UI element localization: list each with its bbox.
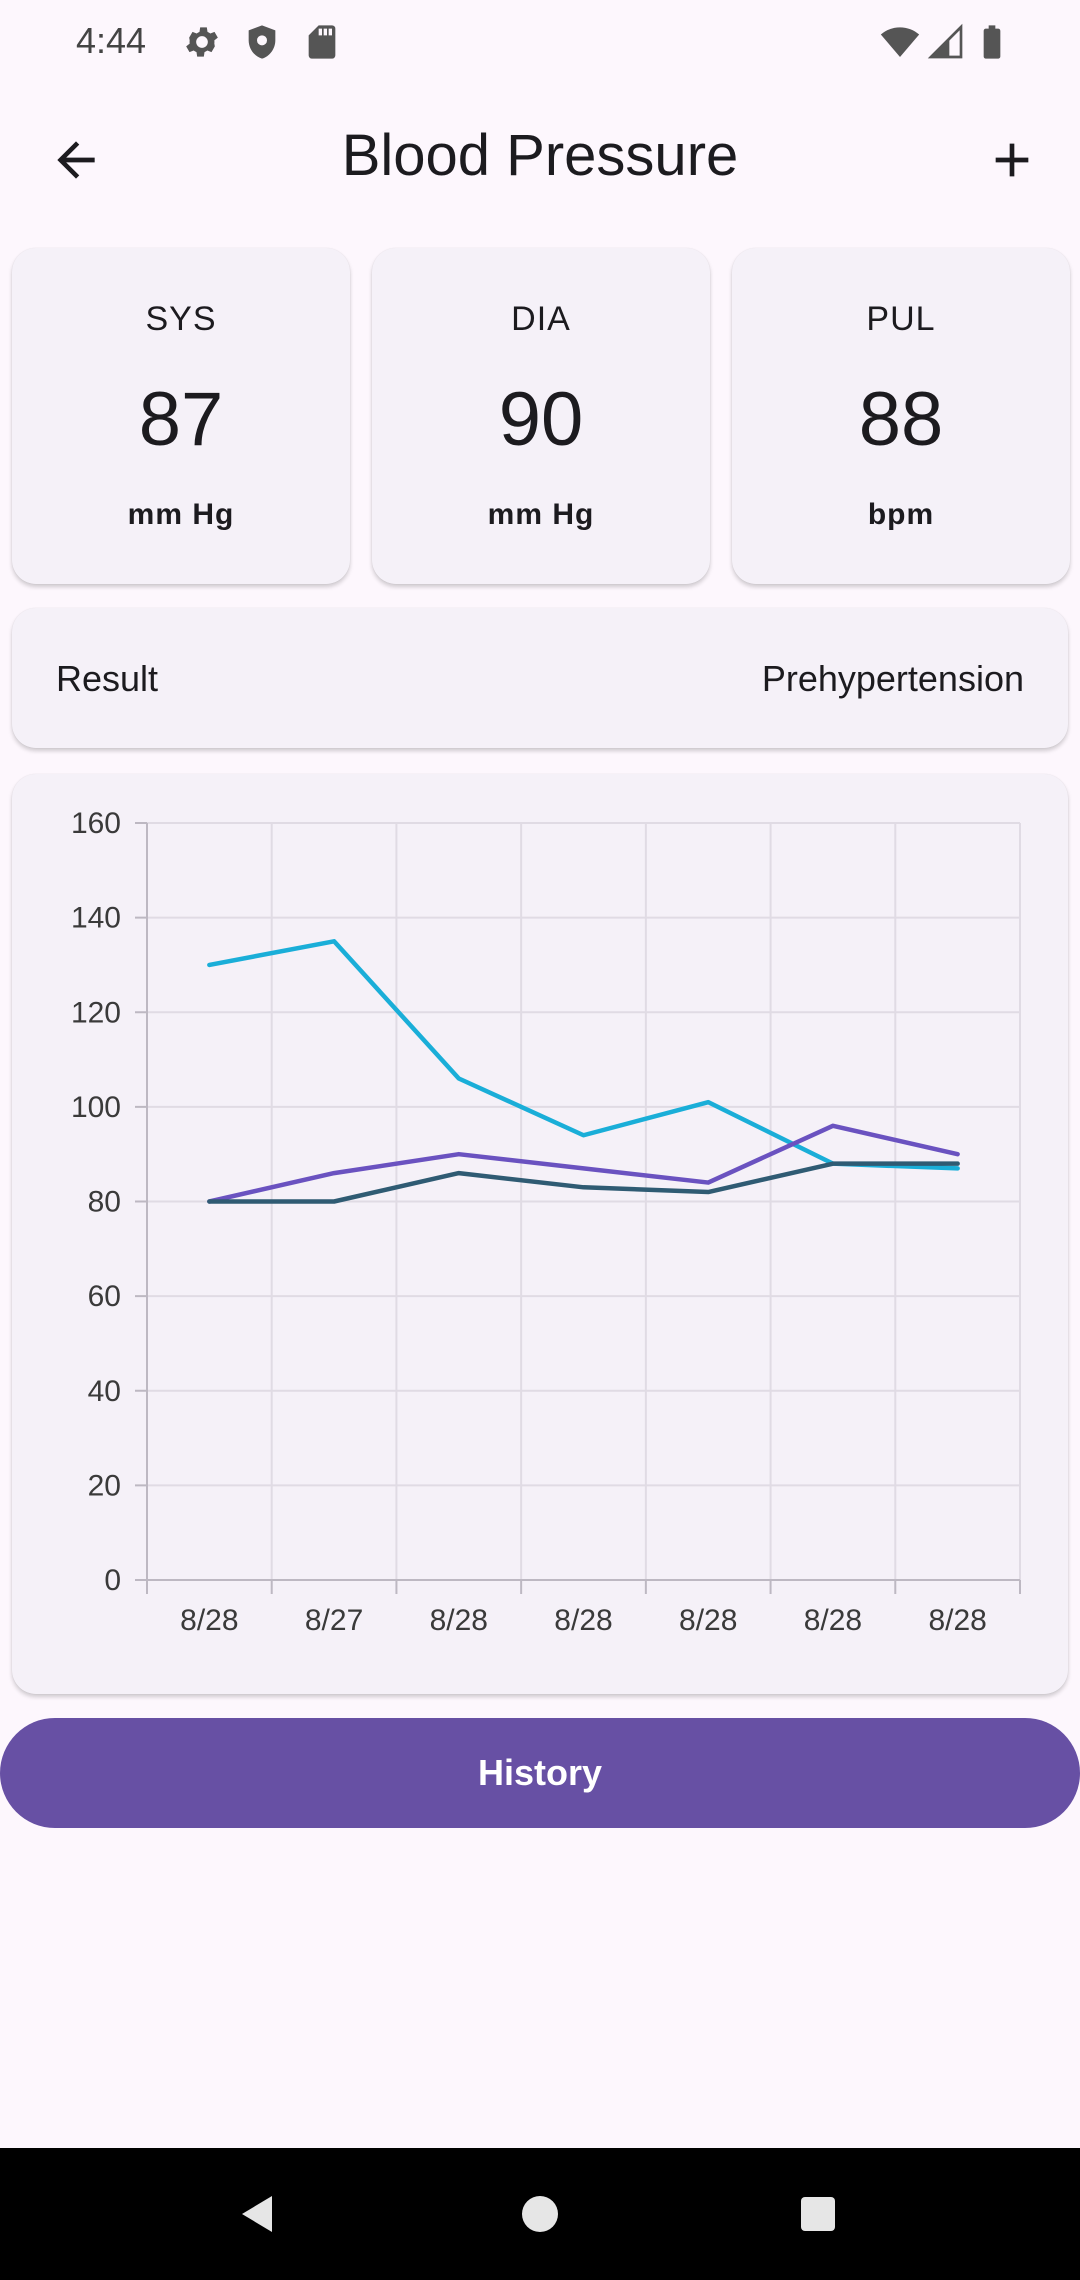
x-tick-label: 8/28 bbox=[679, 1604, 737, 1637]
x-tick-label: 8/28 bbox=[180, 1604, 238, 1637]
chart-card: 0 20 40 60 80 100 120 140 160 8/28 8/27 8/28 8/28 8/2… bbox=[12, 774, 1068, 1694]
arrow-back-icon bbox=[57, 141, 95, 179]
wifi-icon bbox=[880, 27, 920, 57]
gear-icon bbox=[186, 27, 218, 57]
metric-label: SYS bbox=[145, 300, 217, 338]
metric-label: DIA bbox=[511, 300, 571, 338]
y-tick-label: 80 bbox=[88, 1186, 121, 1219]
metric-value: 88 bbox=[858, 377, 944, 462]
page-title: Blood Pressure bbox=[341, 123, 739, 188]
y-tick-label: 60 bbox=[88, 1280, 121, 1313]
metric-value: 90 bbox=[498, 377, 584, 462]
x-tick-label: 8/28 bbox=[928, 1604, 986, 1637]
metric-label: PUL bbox=[866, 300, 936, 338]
result-label: Result bbox=[56, 658, 159, 699]
status-bar: 4:44 bbox=[0, 0, 1080, 88]
sd-card-icon bbox=[308, 25, 336, 59]
shield-icon bbox=[248, 25, 276, 59]
plus-icon bbox=[995, 143, 1029, 177]
series-line-2 bbox=[207, 1123, 960, 1204]
signal-icon bbox=[927, 23, 963, 59]
navigation-bar bbox=[0, 2148, 1080, 2280]
y-tick-label: 140 bbox=[71, 902, 121, 935]
status-time: 4:44 bbox=[76, 20, 147, 61]
sys-card: SYS 87 mm Hg bbox=[12, 248, 350, 584]
y-tick-label: 100 bbox=[71, 1091, 121, 1124]
metric-value: 87 bbox=[138, 377, 224, 462]
y-tick-label: 40 bbox=[88, 1375, 121, 1408]
nav-back-icon bbox=[242, 2196, 272, 2232]
metric-unit: mm Hg bbox=[127, 498, 235, 531]
metric-unit: bpm bbox=[867, 498, 935, 531]
x-tick-label: 8/28 bbox=[804, 1604, 862, 1637]
result-card: Result Prehypertension bbox=[12, 608, 1068, 748]
result-value: Prehypertension bbox=[761, 658, 1024, 699]
y-tick-label: 0 bbox=[104, 1564, 121, 1597]
nav-back-button[interactable] bbox=[218, 2174, 298, 2254]
pul-card: PUL 88 bpm bbox=[732, 248, 1070, 584]
series-line-1 bbox=[207, 939, 960, 1171]
series-line-3 bbox=[207, 1161, 960, 1204]
x-tick-label: 8/27 bbox=[305, 1604, 363, 1637]
nav-recents-icon bbox=[801, 2197, 835, 2231]
nav-home-button[interactable] bbox=[500, 2174, 580, 2254]
metric-unit: mm Hg bbox=[487, 498, 595, 531]
nav-recents-button[interactable] bbox=[778, 2174, 858, 2254]
back-button[interactable] bbox=[36, 120, 116, 200]
add-reading-button[interactable] bbox=[972, 120, 1052, 200]
history-button[interactable]: History bbox=[0, 1718, 1080, 1828]
battery-icon bbox=[983, 25, 1001, 59]
y-tick-label: 160 bbox=[71, 807, 121, 840]
x-tick-label: 8/28 bbox=[430, 1604, 488, 1637]
y-tick-label: 120 bbox=[71, 996, 121, 1029]
line-chart: 0 20 40 60 80 100 120 140 160 8/28 8/27 8/28 8/28 8/2… bbox=[71, 807, 1021, 1637]
nav-home-icon bbox=[522, 2196, 558, 2232]
app-bar: Blood Pressure bbox=[0, 100, 1080, 220]
dia-card: DIA 90 mm Hg bbox=[372, 248, 710, 584]
x-tick-label: 8/28 bbox=[554, 1604, 612, 1637]
y-tick-label: 20 bbox=[88, 1469, 121, 1502]
